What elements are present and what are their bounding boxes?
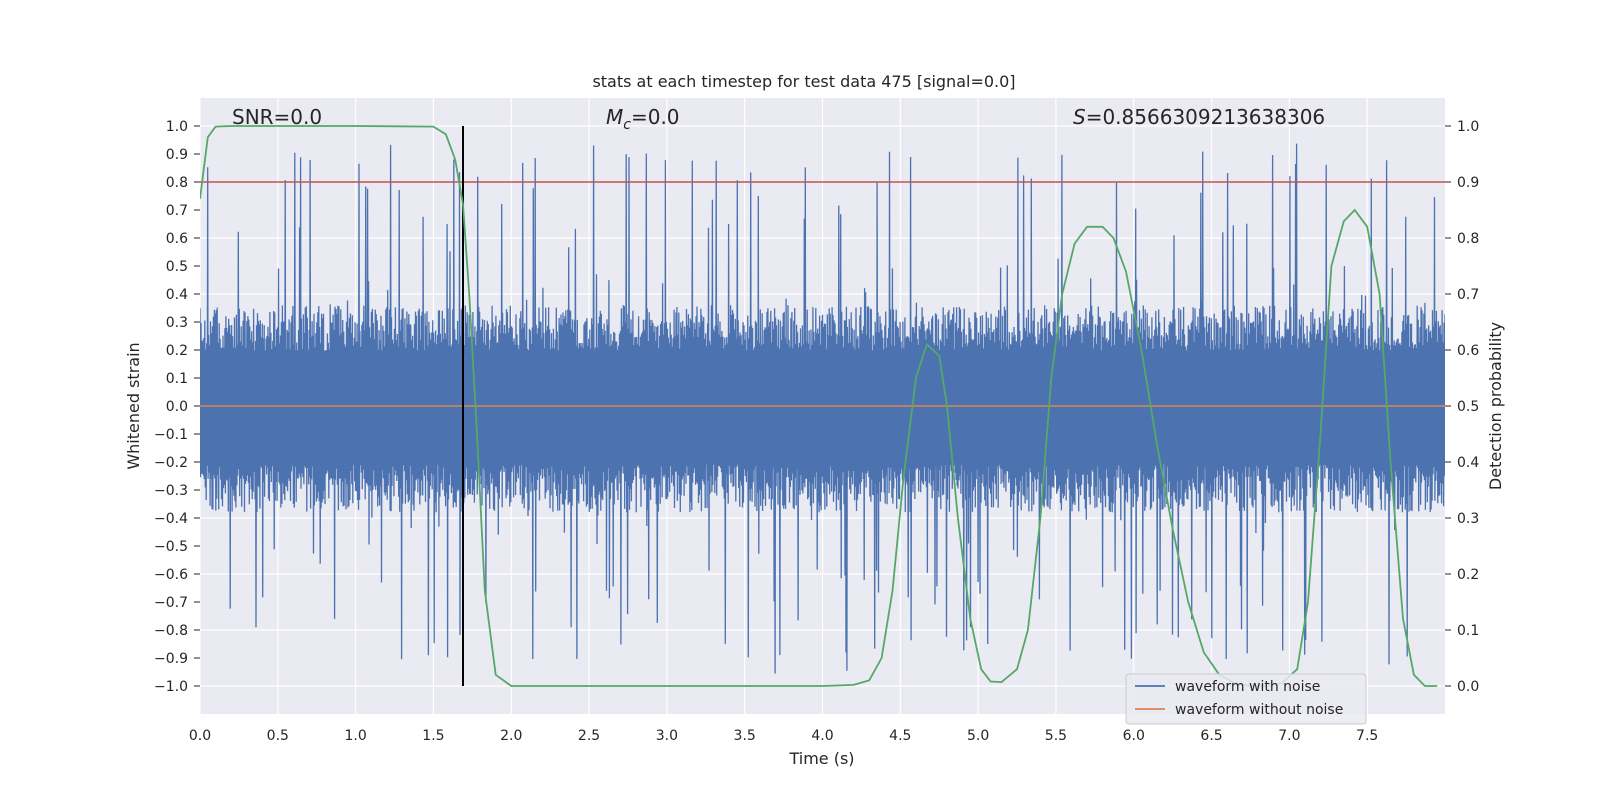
chirp-mass-subscript: c	[623, 117, 631, 133]
x-axis-ticks: 0.0 0.5 1.0 1.5 2.0 2.5 3.0 3.5 4.0 4.5 5.0 5.5 6.0 6…	[189, 728, 1378, 744]
y-axis-ticks: 1.0 0.9 0.8 0.7 0.6 0.5 0.4 0.3 0.2 0.1 0.0 −0.1 −0.…	[154, 119, 200, 695]
x-tick-label: 1.0	[344, 728, 366, 744]
snr-annotation: SNR=0.0	[232, 105, 322, 129]
statistic-symbol: S	[1073, 105, 1086, 129]
y-tick-label: 0.6	[166, 231, 188, 247]
x-tick-label: 5.5	[1045, 728, 1067, 744]
y-tick-label: 0.4	[166, 287, 188, 303]
annotation-layer: SNR=0.0 Mc=0.0 S=0.8566309213638306	[232, 105, 1325, 133]
waveform-with-noise-line	[200, 143, 1445, 674]
y2-tick-label: 0.1	[1457, 623, 1479, 639]
y2-tick-label: 0.6	[1457, 343, 1479, 359]
y-tick-label: 0.1	[166, 371, 188, 387]
y2-tick-label: 0.5	[1457, 399, 1479, 415]
detection-probability-line	[200, 125, 1438, 687]
y-tick-label: 0.3	[166, 315, 188, 331]
y2-tick-label: 0.2	[1457, 567, 1479, 583]
y-tick-label: 1.0	[166, 119, 188, 135]
chirp-mass-symbol: M	[606, 105, 623, 129]
y-tick-label: −0.9	[154, 651, 188, 667]
legend-label-noise: waveform with noise	[1175, 679, 1320, 695]
detection-statistic-annotation: S=0.8566309213638306	[1073, 105, 1325, 129]
y-tick-label: −0.3	[154, 483, 188, 499]
x-tick-label: 4.0	[811, 728, 833, 744]
y-tick-label: −0.4	[154, 511, 188, 527]
y-tick-label: −0.5	[154, 539, 188, 555]
y-tick-label: 0.0	[166, 399, 188, 415]
y2-tick-label: 0.9	[1457, 175, 1479, 191]
y-tick-label: 0.9	[166, 147, 188, 163]
x-tick-label: 1.5	[422, 728, 444, 744]
legend-label-clean: waveform without noise	[1175, 702, 1343, 718]
y2-tick-label: 1.0	[1457, 119, 1479, 135]
y-tick-label: 0.7	[166, 203, 188, 219]
x-tick-label: 0.5	[267, 728, 289, 744]
x-tick-label: 7.0	[1278, 728, 1300, 744]
y2-tick-label: 0.8	[1457, 231, 1479, 247]
y-tick-label: 0.8	[166, 175, 188, 191]
y-tick-label: 0.5	[166, 259, 188, 275]
y-tick-label: −0.1	[154, 427, 188, 443]
detection-probability-series	[200, 125, 1438, 687]
x-tick-label: 2.5	[578, 728, 600, 744]
y2-axis-label: Detection probability	[1486, 322, 1505, 490]
y2-tick-label: 0.3	[1457, 511, 1479, 527]
legend-box	[1125, 673, 1367, 725]
x-tick-label: 4.5	[889, 728, 911, 744]
x-tick-label: 0.0	[189, 728, 211, 744]
y-tick-label: −0.7	[154, 595, 188, 611]
waveform-with-noise-series	[200, 143, 1445, 674]
y2-tick-label: 0.4	[1457, 455, 1479, 471]
x-tick-label: 3.0	[656, 728, 678, 744]
y2-tick-label: 0.7	[1457, 287, 1479, 303]
x-axis-label: Time (s)	[788, 749, 854, 768]
chirp-mass-annotation: Mc=0.0	[606, 105, 680, 133]
y-axis-label: Whitened strain	[124, 342, 143, 469]
x-tick-label: 7.5	[1356, 728, 1378, 744]
x-tick-label: 2.0	[500, 728, 522, 744]
y-tick-label: −1.0	[154, 679, 188, 695]
y-tick-label: −0.2	[154, 455, 188, 471]
y-tick-label: 0.2	[166, 343, 188, 359]
y2-axis-ticks: 1.0 0.9 0.8 0.7 0.6 0.5 0.4 0.3 0.2 0.1 0.0	[1445, 119, 1479, 695]
chirp-mass-value: =0.0	[631, 105, 680, 129]
chart-title: stats at each timestep for test data 475…	[592, 72, 1015, 91]
y2-tick-label: 0.0	[1457, 679, 1479, 695]
legend: waveform with noise waveform without noi…	[1125, 673, 1367, 725]
x-tick-label: 6.0	[1123, 728, 1145, 744]
x-tick-label: 5.0	[967, 728, 989, 744]
x-tick-label: 6.5	[1200, 728, 1222, 744]
statistic-value: =0.8566309213638306	[1086, 105, 1325, 129]
y-tick-label: −0.6	[154, 567, 188, 583]
y-tick-label: −0.8	[154, 623, 188, 639]
x-tick-label: 3.5	[734, 728, 756, 744]
